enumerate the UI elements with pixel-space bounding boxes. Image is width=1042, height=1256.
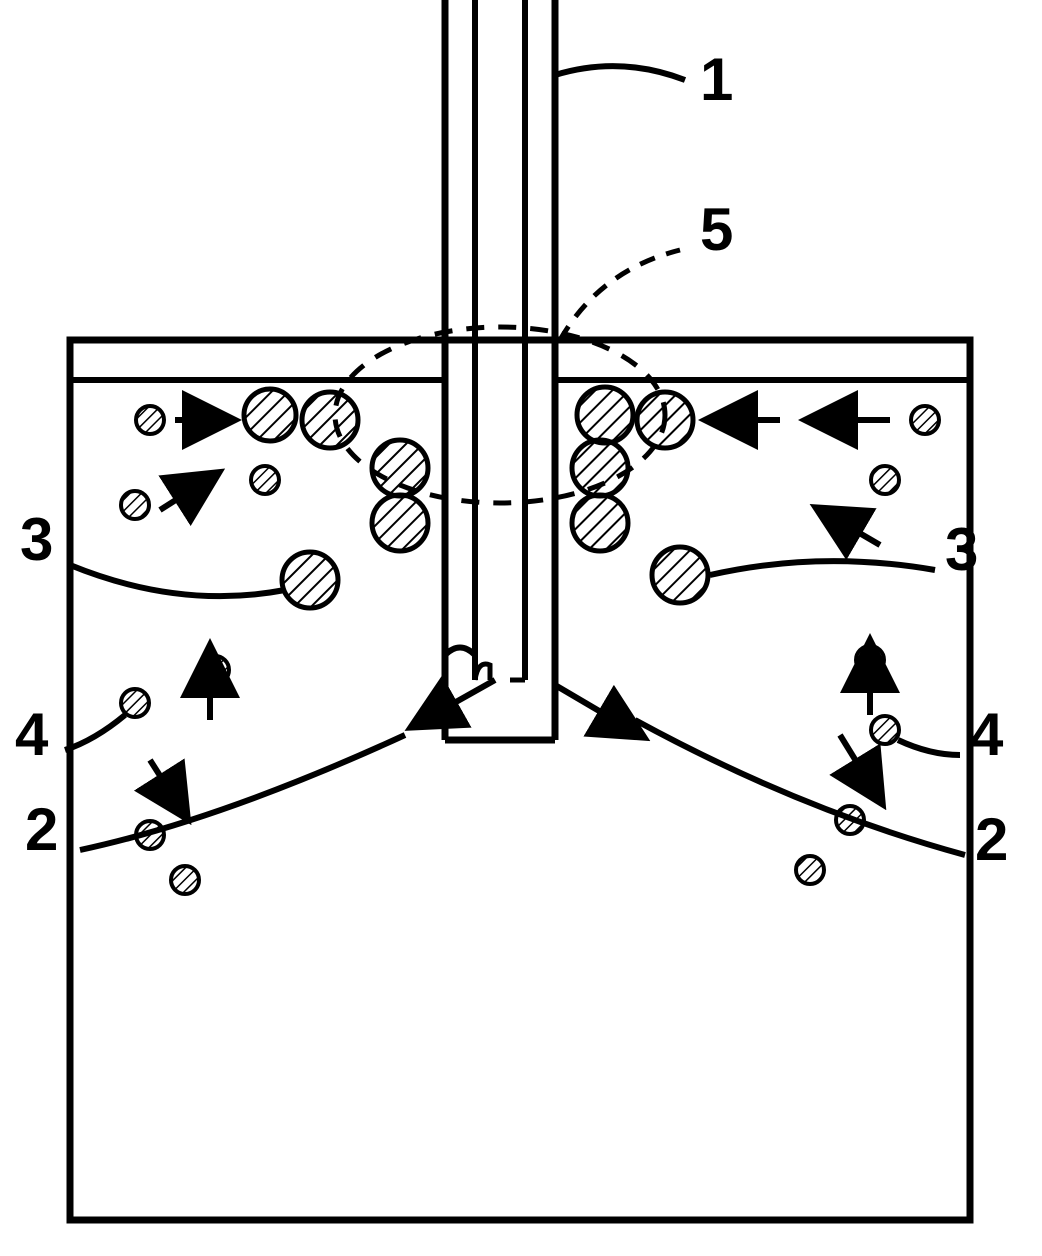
small-circles [121,406,939,894]
leader-4-left [65,715,125,750]
leader-4-right [898,740,960,755]
label-3-right: 3 [945,515,978,584]
label-4-left: 4 [15,700,48,769]
leader-5 [560,250,680,340]
leader-2-left [80,735,405,850]
label-4-right: 4 [970,700,1003,769]
leader-3-right [710,561,935,575]
leader-3-left [70,565,285,596]
label-2-left: 2 [25,795,58,864]
diagram-svg [0,0,1042,1256]
label-3-left: 3 [20,505,53,574]
leader-2-right [635,720,965,855]
container-outline [70,340,970,1220]
leader-1 [555,66,685,80]
label-5: 5 [700,195,733,264]
label-2-right: 2 [975,805,1008,874]
label-1: 1 [700,45,733,114]
rod-inner-bottom [475,664,525,680]
